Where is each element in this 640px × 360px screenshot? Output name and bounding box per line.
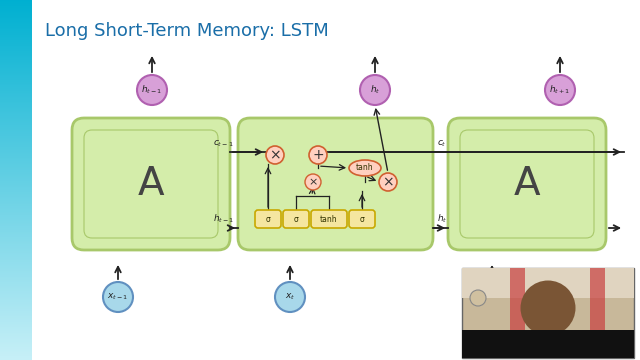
Text: Long Short-Term Memory: LSTM: Long Short-Term Memory: LSTM	[45, 22, 329, 40]
Text: $h_{t-1}$: $h_{t-1}$	[212, 212, 234, 225]
Circle shape	[103, 282, 133, 312]
Text: σ: σ	[360, 215, 364, 224]
Circle shape	[360, 75, 390, 105]
Circle shape	[137, 75, 167, 105]
FancyBboxPatch shape	[72, 118, 230, 250]
Text: tanh: tanh	[320, 215, 338, 224]
Circle shape	[477, 282, 507, 312]
Text: $x_{t+1}$: $x_{t+1}$	[481, 292, 502, 302]
Text: +: +	[312, 148, 324, 162]
Text: $x_t$: $x_t$	[285, 292, 295, 302]
Bar	[462, 268, 634, 358]
Text: $c_{t-1}$: $c_{t-1}$	[213, 139, 234, 149]
Text: A: A	[514, 165, 540, 203]
Ellipse shape	[520, 280, 575, 336]
Text: $h_t$: $h_t$	[437, 212, 447, 225]
Text: σ: σ	[294, 215, 298, 224]
Bar	[510, 268, 525, 358]
FancyBboxPatch shape	[311, 210, 347, 228]
Circle shape	[266, 146, 284, 164]
Bar	[462, 268, 634, 298]
Circle shape	[275, 282, 305, 312]
FancyBboxPatch shape	[448, 118, 606, 250]
Circle shape	[379, 173, 397, 191]
Text: A: A	[138, 165, 164, 203]
Text: tanh: tanh	[356, 163, 374, 172]
Text: ×: ×	[269, 148, 281, 162]
Circle shape	[309, 146, 327, 164]
Text: $c_t$: $c_t$	[437, 139, 447, 149]
Text: $h_t$: $h_t$	[370, 84, 380, 96]
Text: ×: ×	[308, 177, 317, 187]
Circle shape	[545, 75, 575, 105]
FancyBboxPatch shape	[238, 118, 433, 250]
Text: $h_{t-1}$: $h_{t-1}$	[141, 84, 163, 96]
Circle shape	[470, 290, 486, 306]
Text: ×: ×	[382, 175, 394, 189]
Ellipse shape	[349, 160, 381, 176]
Text: σ: σ	[266, 215, 270, 224]
Text: $x_{t-1}$: $x_{t-1}$	[108, 292, 129, 302]
Text: $h_{t+1}$: $h_{t+1}$	[549, 84, 571, 96]
FancyBboxPatch shape	[255, 210, 281, 228]
Bar	[590, 268, 605, 358]
Circle shape	[305, 174, 321, 190]
FancyBboxPatch shape	[283, 210, 309, 228]
FancyBboxPatch shape	[349, 210, 375, 228]
Bar	[462, 330, 634, 358]
